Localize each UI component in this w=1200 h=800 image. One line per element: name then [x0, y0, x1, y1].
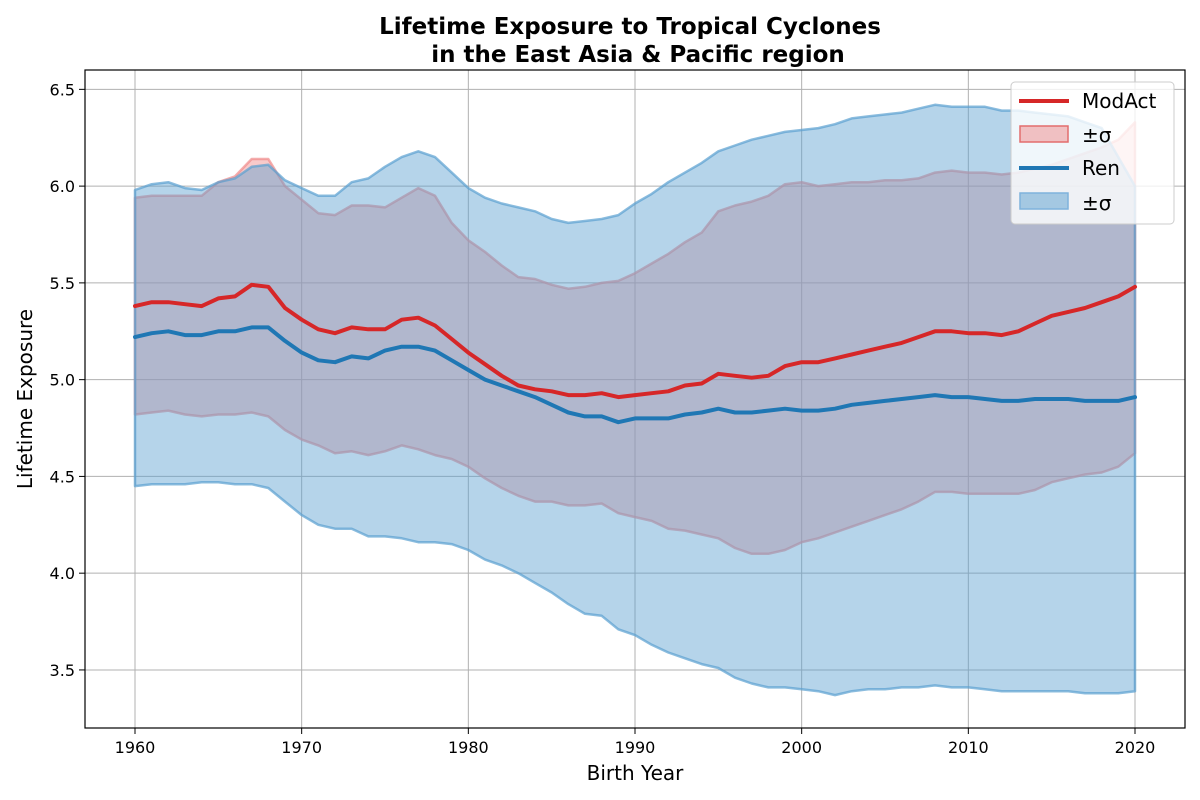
axis-ticks: 1960 1970 1980 1990 2000 2010 2020 3.5 4.0 4.5 5.0… — [50, 80, 1156, 757]
bands — [133, 103, 1137, 697]
line-ren — [133, 325, 1137, 425]
x-axis-label: Birth Year — [587, 761, 684, 785]
y-tick-label: 3.5 — [50, 661, 75, 680]
band-ren — [133, 103, 1137, 697]
x-tick-label: 2010 — [948, 738, 989, 757]
chart-title-line-2: in the East Asia & Pacific region — [431, 42, 845, 68]
y-tick-label: 5.5 — [50, 274, 75, 293]
y-tick-label: 4.5 — [50, 467, 75, 486]
series-lines — [133, 282, 1137, 425]
legend-ren-label: Ren — [1082, 156, 1120, 180]
legend-ren-band-label: ±σ — [1082, 191, 1112, 215]
legend-ren-band-swatch — [1019, 192, 1069, 210]
legend-modact-band-label: ±σ — [1082, 123, 1112, 147]
line-modact — [133, 282, 1137, 400]
x-tick-label: 1980 — [448, 738, 489, 757]
x-tick-label: 1960 — [115, 738, 156, 757]
legend-frame — [1010, 81, 1175, 225]
y-tick-label: 4.0 — [50, 564, 75, 583]
y-tick-label: 6.0 — [50, 177, 75, 196]
x-tick-label: 2000 — [781, 738, 822, 757]
y-axis-label: Lifetime Exposure — [13, 309, 37, 489]
y-tick-label: 6.5 — [50, 80, 75, 99]
chart-title-line-1: Lifetime Exposure to Tropical Cyclones — [379, 14, 881, 40]
legend-modact-label: ModAct — [1082, 89, 1157, 113]
y-tick-label: 5.0 — [50, 371, 75, 390]
x-tick-label: 2020 — [1115, 738, 1156, 757]
x-tick-label: 1990 — [615, 738, 656, 757]
x-tick-label: 1970 — [281, 738, 322, 757]
legend: ModAct ±σ Ren ±σ — [1010, 81, 1175, 225]
legend-modact-band-swatch — [1019, 125, 1069, 143]
